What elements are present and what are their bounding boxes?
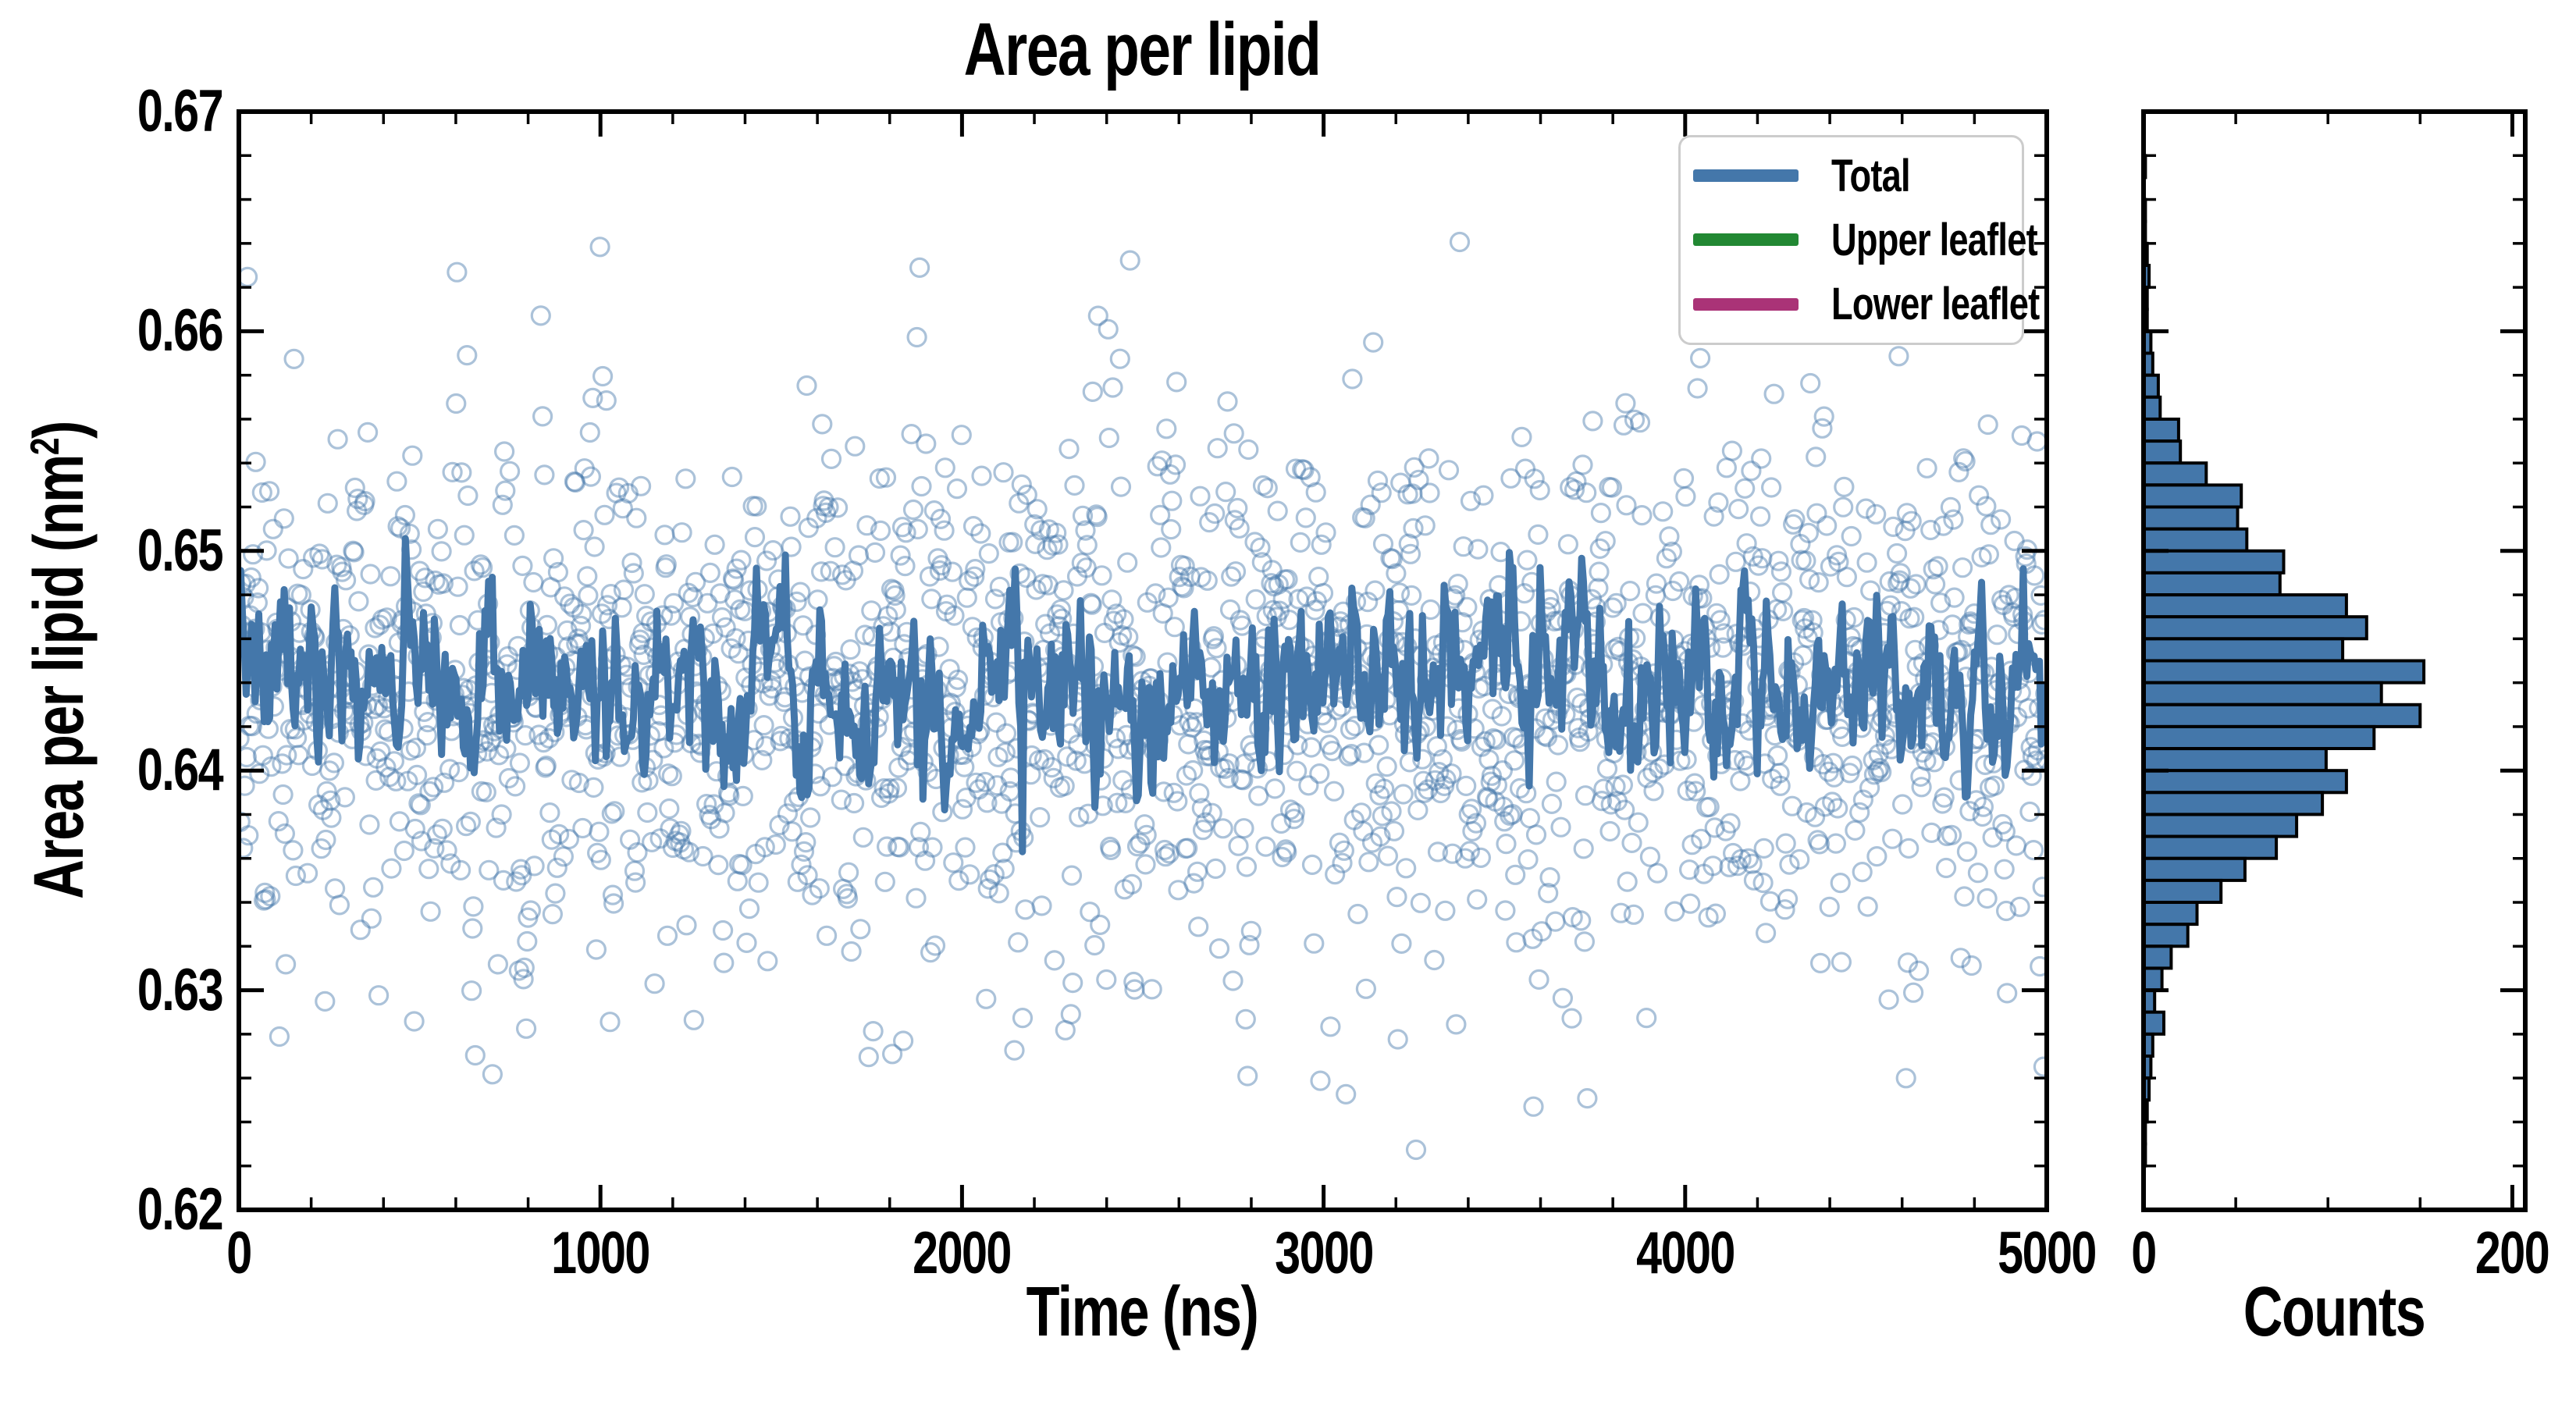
- hist-bar: [2142, 856, 2247, 882]
- hist-bar: [2142, 1010, 2165, 1036]
- x-tick-label-counts: 0: [2131, 1220, 2157, 1286]
- y-axis-label: Area per lipid (nm2): [16, 386, 102, 934]
- legend-box: Total Upper leaflet Lower leaflet: [1678, 135, 2040, 345]
- hist-bar: [2142, 505, 2240, 531]
- hist-bar: [2142, 769, 2348, 795]
- hist-bar: [2142, 681, 2383, 706]
- hist-bar: [2142, 593, 2348, 619]
- hist-bar: [2142, 901, 2199, 927]
- x-axis-label-counts: Counts: [2243, 1273, 2426, 1351]
- hist-bar: [2142, 395, 2162, 421]
- y-tick-label: 0.63: [137, 956, 224, 1023]
- hist-bar: [2142, 418, 2180, 443]
- y-tick-label: 0.64: [137, 737, 224, 804]
- hist-bar: [2142, 527, 2249, 553]
- x-tick-label-time: 1000: [551, 1220, 650, 1286]
- hist-bar: [2142, 571, 2282, 597]
- x-tick-label-time: 4000: [1635, 1220, 1735, 1286]
- x-tick-label-time: 3000: [1274, 1220, 1374, 1286]
- hist-bar: [2142, 944, 2173, 970]
- y-tick-label: 0.66: [137, 297, 224, 365]
- legend-label-upper-leaflet: Upper leaflet: [1831, 214, 2038, 265]
- y-tick-label: 0.65: [137, 517, 224, 584]
- hist-bar: [2142, 615, 2368, 641]
- running-average-line-total: [239, 535, 2047, 855]
- legend-swatch-total: [1693, 169, 1799, 183]
- hist-bar: [2142, 637, 2345, 663]
- x-tick-label-counts: 200: [2475, 1220, 2550, 1286]
- legend-swatch-upper-leaflet: [1693, 233, 1799, 247]
- hist-bar: [2142, 483, 2243, 509]
- plot-title: Area per lipid: [963, 8, 1322, 91]
- hist-bar: [2142, 724, 2376, 751]
- hist-bar: [2142, 791, 2325, 816]
- legend-entry-upper-leaflet: Upper leaflet: [1693, 214, 2038, 266]
- legend-label-total: Total: [1831, 150, 1911, 201]
- legend-label-lower-leaflet: Lower leaflet: [1831, 279, 2040, 330]
- hist-bar: [2142, 878, 2223, 905]
- hist-bar: [2142, 659, 2426, 685]
- histogram-series: [2142, 154, 2426, 1168]
- legend-swatch-lower-leaflet: [1693, 297, 1799, 311]
- x-tick-label-time: 5000: [1998, 1220, 2097, 1286]
- hist-bar: [2142, 461, 2208, 487]
- histogram-frame: [2141, 109, 2528, 1212]
- y-tick-label: 0.62: [137, 1176, 224, 1243]
- main-plot-frame: [237, 109, 2049, 1212]
- hist-bar: [2142, 747, 2328, 773]
- legend-entry-lower-leaflet: Lower leaflet: [1693, 278, 2040, 330]
- hist-bar: [2142, 702, 2422, 728]
- hist-bar: [2142, 549, 2286, 574]
- y-tick-label: 0.67: [137, 78, 224, 144]
- hist-bar: [2142, 966, 2164, 992]
- hist-bar: [2142, 813, 2299, 838]
- y-axis-label-superscript: 2: [23, 439, 68, 456]
- hist-bar: [2142, 834, 2279, 860]
- y-axis-label-close: ): [20, 422, 98, 439]
- x-tick-label-time: 0: [226, 1220, 252, 1286]
- hist-bar: [2142, 923, 2190, 948]
- legend-entry-total: Total: [1693, 150, 2022, 202]
- x-tick-label-time: 2000: [913, 1220, 1012, 1286]
- hist-bar: [2142, 439, 2183, 465]
- x-axis-label-time: Time (ns): [1026, 1273, 1259, 1351]
